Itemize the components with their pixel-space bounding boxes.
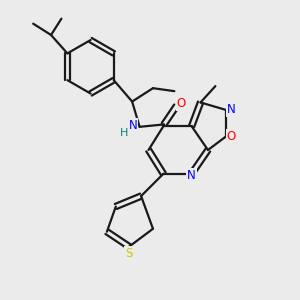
Text: O: O (177, 97, 186, 110)
Text: H: H (120, 128, 128, 138)
Text: N: N (129, 119, 137, 132)
Text: S: S (125, 247, 132, 260)
Text: O: O (226, 130, 236, 143)
Text: N: N (227, 103, 236, 116)
Text: N: N (187, 169, 196, 182)
